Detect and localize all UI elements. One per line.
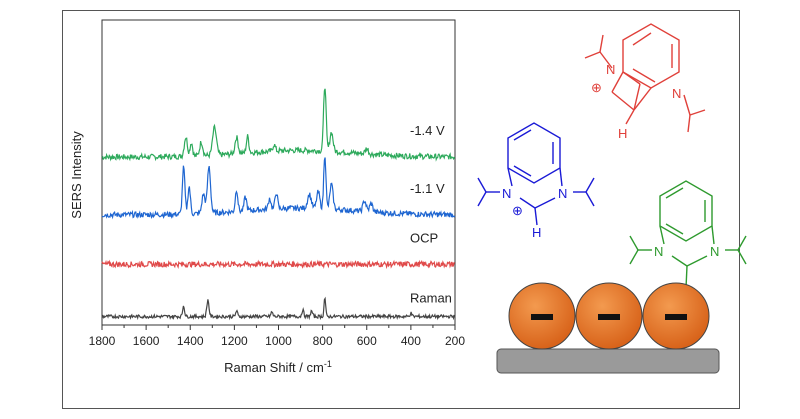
spectrum-line-14v (101, 88, 456, 162)
negative-charge-icon-3 (665, 314, 687, 320)
green-n-atom-1: N (654, 244, 663, 259)
red-imidazolium-molecule (584, 23, 706, 133)
x-tick-label: 1000 (265, 334, 292, 348)
blue-h-atom: H (532, 225, 541, 240)
x-tick-label: 1200 (221, 334, 248, 348)
red-h-atom: H (618, 126, 627, 141)
negative-charge-icon-1 (531, 314, 553, 320)
trace-label: -1.1 V (410, 181, 445, 196)
x-axis-ticks: 1800 1600 1400 1200 1000 800 600 400 200 (89, 325, 465, 348)
blue-n-atom-1: N (502, 186, 511, 201)
plot-area (101, 19, 456, 326)
x-tick-label: 400 (401, 334, 421, 348)
spectrum-line-raman (101, 296, 456, 321)
green-carbene-molecule (629, 180, 747, 289)
spectra-traces (101, 88, 456, 321)
blue-benzene-ring (507, 122, 561, 184)
blue-imidazolium-molecule (477, 122, 595, 226)
substrate (496, 348, 720, 374)
x-tick-label: 800 (313, 334, 333, 348)
negative-charge-icon-2 (598, 314, 620, 320)
trace-label: Raman (410, 291, 452, 306)
x-tick-label: 200 (445, 334, 465, 348)
green-benzene-ring (659, 180, 713, 242)
x-tick-label: 600 (357, 334, 377, 348)
spectrum-line-11v (101, 157, 456, 220)
trace-label: -1.4 V (410, 123, 445, 138)
trace-label: OCP (410, 230, 438, 245)
red-n-atom-2: N (672, 86, 681, 101)
trace-labels: -1.4 V -1.1 V OCP Raman (410, 123, 452, 306)
x-axis-title: Raman Shift / cm-1 (224, 359, 332, 375)
red-n-atom-1: N (606, 62, 615, 77)
blue-charge-icon: ⊕ (512, 203, 523, 218)
x-tick-label: 1600 (133, 334, 160, 348)
x-tick-label: 1400 (177, 334, 204, 348)
figure-frame (62, 10, 740, 409)
red-charge-icon: ⊕ (591, 80, 602, 95)
x-tick-label: 1800 (89, 334, 116, 348)
spectrum-line-ocp (101, 259, 455, 270)
blue-n-atom-2: N (558, 186, 567, 201)
green-n-atom-2: N (710, 244, 719, 259)
y-axis-title: SERS Intensity (69, 131, 84, 219)
